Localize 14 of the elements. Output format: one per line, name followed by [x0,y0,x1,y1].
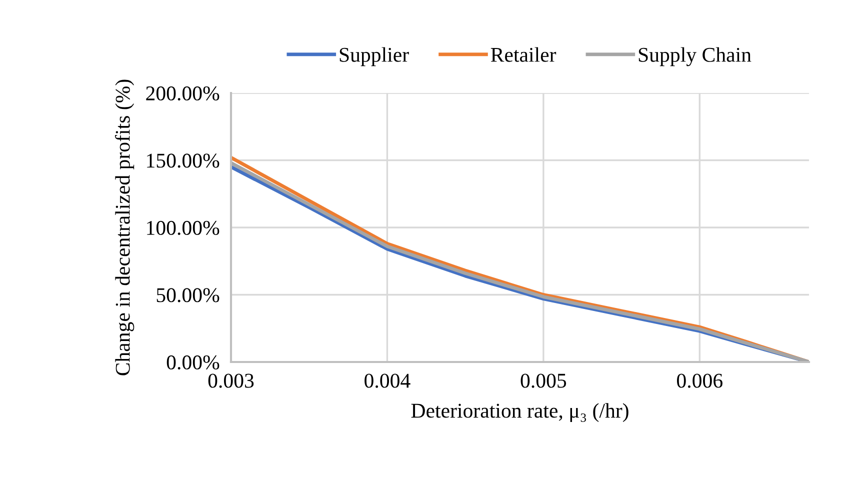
x-tick-label: 0.006 [677,374,722,388]
y-tick-label: 150.00% [147,154,220,168]
x-tick-label: 0.005 [520,374,566,388]
legend-label: Retailer [490,47,556,62]
x-tick-label: 0.003 [208,374,254,388]
y-tick-label: 200.00% [146,86,220,101]
y-tick-label: 50.00% [156,288,220,302]
legend-label: Supplier [340,47,409,66]
legend-label: Supply Chain [638,47,752,66]
x-axis-title: Deterioration rate, μ₃ (/hr) [411,403,628,422]
y-axis-title: Change in decentralized profits (%) [114,80,134,376]
y-tick-label: 0.00% [166,355,220,370]
y-tick-label: 100.00% [147,220,220,236]
x-tick-label: 0.004 [364,374,410,388]
